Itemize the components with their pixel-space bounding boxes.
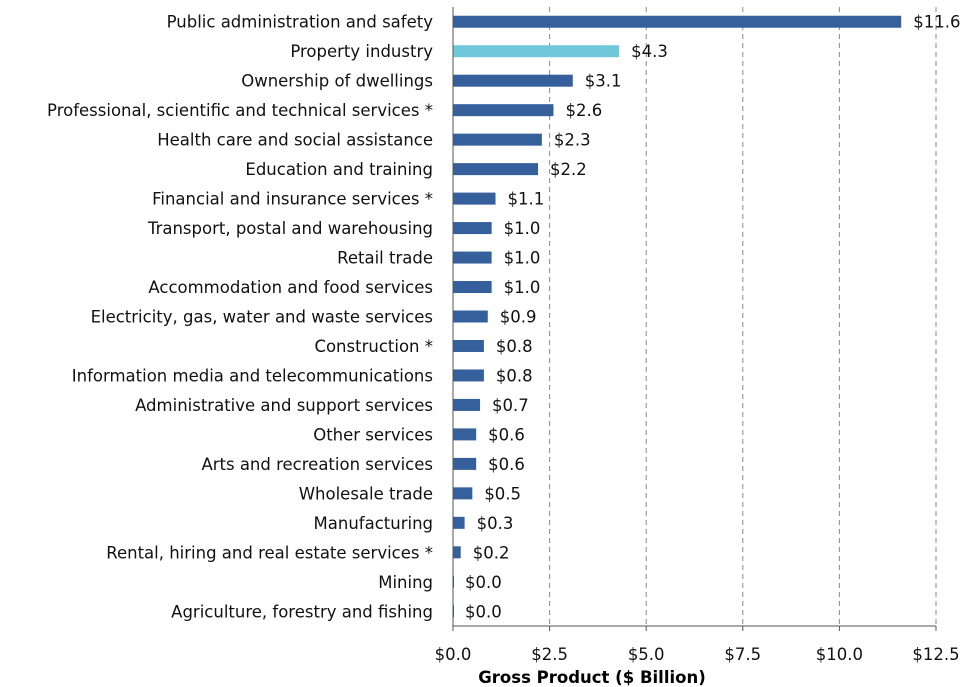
value-label: $2.2 — [550, 160, 587, 179]
value-label: $3.1 — [585, 72, 622, 91]
category-label: Financial and insurance services * — [152, 190, 433, 209]
bar — [453, 487, 473, 500]
bar — [453, 369, 484, 382]
bar — [453, 428, 477, 441]
value-label: $2.3 — [554, 131, 591, 150]
bars — [453, 15, 902, 618]
value-label: $0.7 — [492, 396, 529, 415]
bar — [453, 163, 539, 176]
category-label: Public administration and safety — [167, 13, 434, 32]
category-label: Information media and telecommunications — [72, 366, 433, 385]
value-label: $2.6 — [565, 101, 602, 120]
value-label: $0.0 — [465, 602, 502, 621]
bar — [453, 133, 542, 146]
value-label: $0.3 — [477, 514, 514, 533]
category-label: Transport, postal and warehousing — [147, 219, 433, 238]
category-label: Administrative and support services — [135, 396, 433, 415]
category-label: Wholesale trade — [299, 484, 433, 503]
category-label: Agriculture, forestry and fishing — [171, 602, 433, 621]
x-axis: $0.0 $2.5 $5.0 $7.5 $10.0 $12.5 — [435, 7, 960, 664]
value-label: $1.0 — [504, 249, 541, 268]
value-label: $1.1 — [508, 190, 545, 209]
value-label: $0.8 — [496, 366, 533, 385]
x-tick-label: $10.0 — [816, 645, 863, 664]
bar — [453, 251, 492, 264]
value-label: $0.6 — [488, 455, 525, 474]
bar — [453, 192, 496, 205]
bar — [453, 104, 554, 117]
category-label: Arts and recreation services — [201, 455, 433, 474]
bar — [453, 310, 488, 323]
gridlines — [549, 7, 937, 626]
bar — [453, 74, 573, 87]
value-label: $0.2 — [473, 543, 510, 562]
x-tick-label: $12.5 — [912, 645, 959, 664]
value-label: $11.6 — [913, 13, 960, 32]
category-label: Education and training — [245, 160, 433, 179]
bar — [453, 15, 902, 28]
bar — [453, 222, 492, 235]
category-label: Retail trade — [337, 249, 433, 268]
value-label: $0.5 — [484, 484, 521, 503]
bar — [453, 281, 492, 294]
category-label: Construction * — [314, 337, 433, 356]
category-label: Property industry — [290, 42, 433, 61]
category-label: Accommodation and food services — [148, 278, 433, 297]
category-label: Manufacturing — [314, 514, 433, 533]
value-label: $4.3 — [631, 42, 668, 61]
x-tick-label: $0.0 — [435, 645, 472, 664]
category-label: Mining — [378, 573, 433, 592]
value-label: $0.9 — [500, 308, 537, 327]
category-label: Electricity, gas, water and waste servic… — [91, 308, 433, 327]
bar — [453, 546, 461, 559]
category-label: Rental, hiring and real estate services … — [106, 543, 433, 562]
bar — [453, 516, 465, 529]
value-label: $1.0 — [504, 278, 541, 297]
x-tick-label: $7.5 — [724, 645, 761, 664]
category-label: Professional, scientific and technical s… — [47, 101, 433, 120]
bar — [453, 398, 481, 411]
category-label: Health care and social assistance — [157, 131, 433, 150]
category-label: Other services — [313, 425, 433, 444]
x-axis-title: Gross Product ($ Billion) — [478, 668, 706, 687]
value-label: $0.0 — [465, 573, 502, 592]
category-label: Ownership of dwellings — [241, 72, 433, 91]
value-label: $0.8 — [496, 337, 533, 356]
category-labels: Public administration and safety Property… — [47, 13, 433, 622]
value-labels: $11.6 $4.3 $3.1 $2.6 $2.3 $2.2 $1.1 $1.0 $1.0 $1.… — [465, 13, 960, 622]
x-tick-label: $2.5 — [531, 645, 568, 664]
bar — [453, 457, 477, 470]
x-tick-label: $5.0 — [628, 645, 665, 664]
bar — [453, 339, 484, 352]
bar — [453, 45, 620, 58]
value-label: $1.0 — [504, 219, 541, 238]
value-label: $0.6 — [488, 425, 525, 444]
